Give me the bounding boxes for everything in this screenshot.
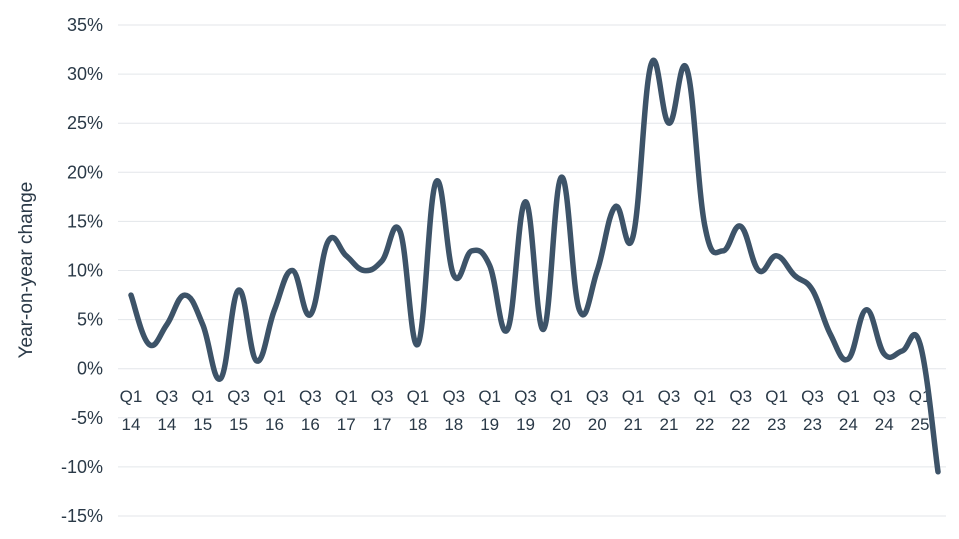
y-tick-label: -10% xyxy=(61,457,103,477)
x-tick-label-year: 18 xyxy=(408,415,427,434)
x-tick-label-year: 21 xyxy=(624,415,643,434)
x-tick-label-year: 23 xyxy=(803,415,822,434)
y-tick-label: 30% xyxy=(67,64,103,84)
x-tick-label-year: 14 xyxy=(122,415,141,434)
x-tick-label-year: 15 xyxy=(193,415,212,434)
x-tick-label-quarter: Q3 xyxy=(658,387,681,406)
x-tick-label-year: 17 xyxy=(373,415,392,434)
x-tick-label-quarter: Q3 xyxy=(156,387,179,406)
x-tick-label-year: 16 xyxy=(265,415,284,434)
x-tick-label-quarter: Q3 xyxy=(873,387,896,406)
x-tick-label-quarter: Q1 xyxy=(478,387,501,406)
x-tick-label-quarter: Q1 xyxy=(837,387,860,406)
x-tick-label-year: 25 xyxy=(911,415,930,434)
y-tick-label: 15% xyxy=(67,211,103,231)
x-tick-label-quarter: Q1 xyxy=(335,387,358,406)
y-tick-label: 5% xyxy=(77,310,103,330)
x-tick-label-year: 18 xyxy=(444,415,463,434)
x-tick-label-quarter: Q3 xyxy=(586,387,609,406)
x-tick-label-quarter: Q1 xyxy=(120,387,143,406)
x-tick-label-quarter: Q1 xyxy=(765,387,788,406)
x-tick-label-quarter: Q3 xyxy=(299,387,322,406)
x-tick-label-year: 15 xyxy=(229,415,248,434)
y-tick-label: 10% xyxy=(67,261,103,281)
x-tick-label-quarter: Q1 xyxy=(407,387,430,406)
x-tick-label-quarter: Q1 xyxy=(694,387,717,406)
x-tick-label-quarter: Q3 xyxy=(514,387,537,406)
x-tick-label-year: 16 xyxy=(301,415,320,434)
x-tick-label-year: 22 xyxy=(695,415,714,434)
y-tick-label: 35% xyxy=(67,15,103,35)
y-tick-label: 25% xyxy=(67,113,103,133)
y-tick-label: -5% xyxy=(71,408,103,428)
y-tick-label: 20% xyxy=(67,162,103,182)
y-tick-label: 0% xyxy=(77,359,103,379)
y-axis-label: Year-on-year change xyxy=(16,182,37,359)
x-tick-label-year: 23 xyxy=(767,415,786,434)
x-tick-label-year: 19 xyxy=(480,415,499,434)
x-tick-label-quarter: Q1 xyxy=(263,387,286,406)
x-axis-ticks: Q1 14 Q3 14 Q1 15 Q3 15 Q1 16 Q3 16 Q1 17 Q3 17 Q1 18 Q3 18… xyxy=(120,387,932,434)
series-group xyxy=(128,57,941,475)
x-tick-label-quarter: Q1 xyxy=(550,387,573,406)
y-tick-label: -15% xyxy=(61,506,103,526)
x-tick-label-quarter: Q3 xyxy=(227,387,250,406)
x-tick-label-year: 24 xyxy=(875,415,894,434)
x-tick-label-quarter: Q1 xyxy=(622,387,645,406)
x-tick-label-year: 20 xyxy=(552,415,571,434)
series-line xyxy=(128,57,941,475)
x-tick-label-year: 14 xyxy=(157,415,176,434)
x-tick-label-year: 22 xyxy=(731,415,750,434)
x-tick-label-year: 17 xyxy=(337,415,356,434)
x-tick-label-year: 20 xyxy=(588,415,607,434)
x-tick-label-quarter: Q1 xyxy=(191,387,214,406)
x-tick-label-quarter: Q3 xyxy=(729,387,752,406)
x-tick-label-quarter: Q3 xyxy=(442,387,465,406)
x-tick-label-year: 19 xyxy=(516,415,535,434)
x-tick-label-year: 21 xyxy=(660,415,679,434)
x-tick-label-quarter: Q3 xyxy=(801,387,824,406)
x-tick-label-quarter: Q3 xyxy=(371,387,394,406)
x-tick-label-year: 24 xyxy=(839,415,858,434)
y-axis-ticks: 35% 30% 25% 20% 15% 10% 5% 0% -5% -10% -15% xyxy=(61,15,103,526)
